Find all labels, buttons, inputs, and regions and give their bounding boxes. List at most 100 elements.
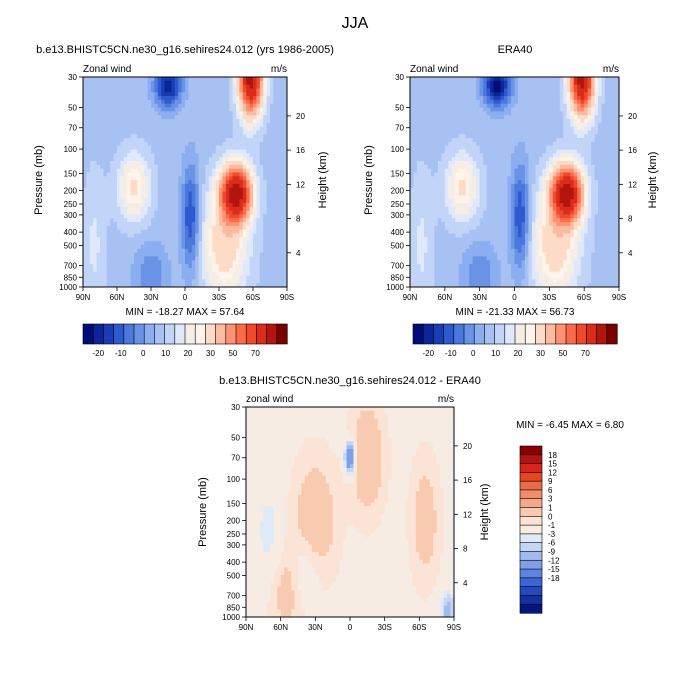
contour-cell (266, 107, 271, 112)
contour-cell (151, 138, 155, 143)
contour-cell (410, 172, 414, 177)
contour-cell (253, 210, 257, 215)
contour-cell (486, 126, 491, 131)
contour-cell (157, 187, 162, 192)
contour-cell (151, 103, 155, 108)
contour-cell (195, 99, 199, 105)
contour-cell (191, 180, 196, 185)
contour-cell (266, 153, 271, 158)
contour-cell (528, 80, 533, 86)
contour-cell (123, 210, 128, 215)
contour-cell (100, 157, 104, 162)
contour-cell (219, 260, 223, 265)
contour-cell (504, 130, 508, 135)
contour-cell (103, 145, 108, 150)
contour-cell (416, 130, 421, 135)
contour-cell (151, 153, 155, 158)
contour-cell (232, 206, 237, 212)
contour-cell (239, 134, 244, 139)
contour-cell (96, 161, 101, 166)
contour-cell (83, 260, 87, 265)
contour-cell (458, 168, 463, 173)
contour-cell (573, 88, 578, 93)
contour-cell (117, 241, 121, 246)
contour-cell (134, 176, 138, 181)
contour-cell (225, 80, 230, 86)
contour-cell (549, 111, 554, 116)
contour-cell (420, 115, 425, 120)
contour-cell (410, 126, 414, 131)
contour-cell (476, 126, 481, 131)
contour-cell (598, 157, 602, 162)
contour-cell (83, 283, 87, 288)
contour-cell (566, 153, 571, 158)
contour-cell (103, 195, 108, 200)
contour-cell (130, 149, 135, 154)
contour-cell (83, 206, 87, 212)
contour-cell (263, 180, 267, 185)
contour-cell (137, 126, 142, 131)
contour-cell (215, 206, 220, 212)
contour-cell (86, 168, 91, 173)
contour-cell (283, 233, 288, 238)
contour-cell (202, 275, 206, 280)
contour-cell (185, 161, 189, 166)
contour-cell (103, 80, 108, 86)
contour-cell (202, 161, 206, 166)
contour-cell (239, 241, 244, 246)
contour-cell (198, 241, 203, 246)
contour-cell (458, 153, 463, 158)
contour-cell (100, 111, 104, 116)
contour-cell (236, 191, 240, 196)
contour-cell (212, 191, 216, 196)
contour-cell (242, 103, 247, 108)
contour-cell (225, 222, 230, 227)
contour-cell (185, 214, 189, 219)
contour-cell (208, 183, 213, 189)
contour-cell (157, 252, 162, 257)
contour-cell (86, 141, 91, 147)
contour-cell (577, 168, 582, 173)
contour-cell (584, 153, 589, 158)
contour-cell (577, 157, 582, 162)
contour-cell (559, 153, 564, 158)
contour-cell (472, 168, 477, 173)
contour-cell (188, 107, 193, 112)
contour-cell (195, 149, 199, 154)
contour-cell (188, 134, 193, 139)
contour-cell (605, 126, 609, 131)
contour-cell (270, 203, 274, 208)
contour-cell (208, 237, 213, 242)
contour-cell (232, 161, 237, 166)
contour-cell (542, 141, 547, 147)
contour-cell (171, 214, 176, 219)
contour-cell (420, 111, 425, 116)
contour-cell (113, 225, 118, 231)
contour-cell (154, 111, 159, 116)
contour-cell (601, 164, 606, 170)
contour-cell (89, 138, 94, 143)
contour-cell (490, 141, 494, 147)
contour-cell (86, 161, 91, 166)
contour-cell (147, 237, 152, 242)
contour-cell (83, 153, 87, 158)
contour-cell (191, 283, 196, 288)
contour-cell (178, 80, 182, 86)
contour-cell (549, 99, 554, 105)
contour-cell (93, 180, 97, 185)
contour-cell (416, 153, 421, 158)
contour-cell (117, 107, 121, 112)
contour-cell (215, 115, 220, 120)
contour-cell (249, 252, 254, 257)
contour-cell (154, 241, 159, 246)
contour-cell (521, 153, 526, 158)
contour-cell (130, 126, 135, 131)
contour-cell (93, 84, 97, 89)
contour-cell (486, 96, 491, 101)
contour-cell (246, 199, 250, 204)
contour-cell (423, 126, 428, 131)
contour-cell (110, 218, 114, 223)
contour-cell (188, 176, 193, 181)
contour-cell (580, 141, 585, 147)
contour-cell (117, 283, 121, 288)
